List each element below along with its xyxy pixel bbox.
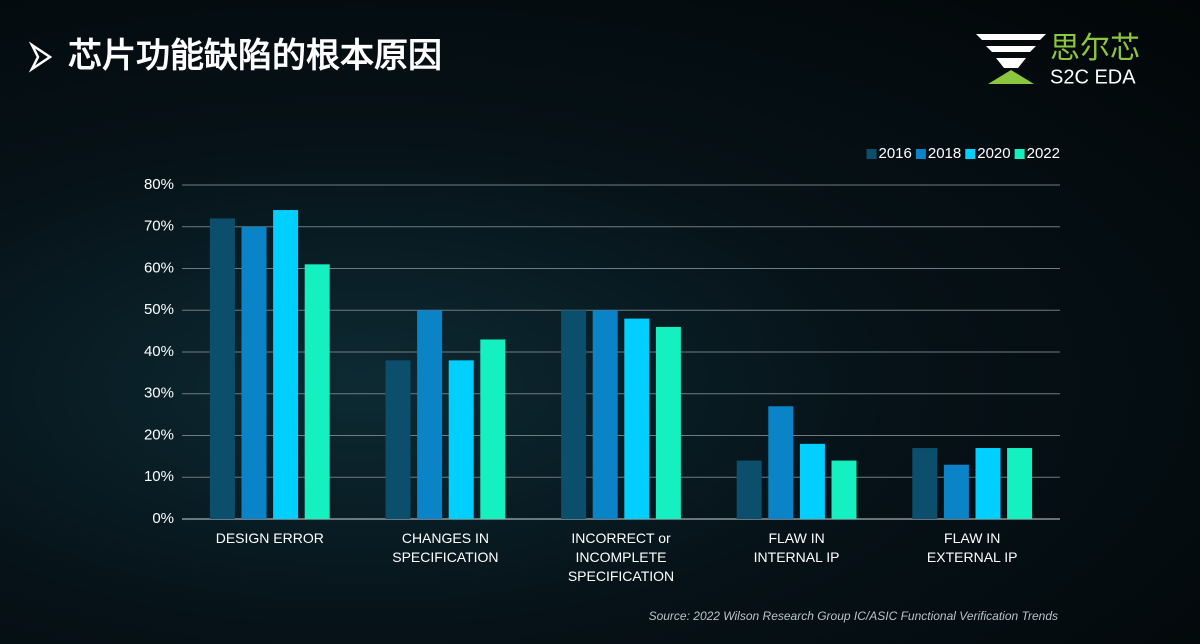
bar (831, 460, 857, 519)
bar (768, 406, 794, 519)
y-tick-label: 40% (144, 343, 174, 360)
x-tick-label: DESIGN ERROR (215, 530, 324, 546)
y-tick-label: 0% (152, 510, 174, 527)
bar (385, 360, 411, 519)
bar (480, 339, 506, 519)
legend-swatch (965, 149, 976, 159)
bar (736, 460, 762, 519)
legend-swatch (915, 149, 926, 159)
y-tick-label: 80% (144, 176, 174, 193)
y-tick-label: 30% (144, 385, 174, 402)
bar (304, 264, 330, 519)
logo-bar (996, 58, 1026, 68)
x-tick-label: FLAW IN EXTERNAL IP (926, 530, 1018, 565)
bar (975, 448, 1001, 519)
bar (799, 443, 825, 519)
logo-bar (988, 70, 1034, 84)
slide-title: 芯片功能缺陷的根本原因 (68, 37, 442, 75)
bar (448, 360, 474, 519)
bar (209, 218, 235, 519)
legend-label: 2020 (977, 145, 1010, 162)
x-tick-label: CHANGES IN SPECIFICATION (392, 530, 499, 565)
bar (241, 226, 267, 519)
bar (273, 210, 299, 520)
bar (912, 448, 938, 519)
bullet (28, 41, 53, 73)
bar (561, 310, 587, 519)
bar (417, 310, 443, 519)
bar (624, 318, 650, 519)
y-tick-label: 50% (144, 301, 174, 318)
bar (1007, 448, 1033, 519)
logo-bar (976, 34, 1046, 40)
y-tick-label: 60% (144, 259, 174, 276)
legend-swatch (866, 149, 877, 159)
y-tick-label: 10% (144, 468, 174, 485)
legend-label: 2016 (879, 145, 912, 162)
logo-sub: S2C EDA (1050, 66, 1136, 88)
y-tick-label: 20% (144, 426, 174, 443)
logo-bar (986, 46, 1036, 52)
x-tick-label: INCORRECT or INCOMPLETE SPECIFICATION (567, 530, 675, 584)
logo-name: 思尔芯 (1050, 32, 1140, 65)
y-tick-label: 70% (144, 218, 174, 235)
bar (592, 310, 618, 519)
source: Source: 2022 Wilson Research Group IC/AS… (649, 609, 1058, 623)
legend-label: 2018 (928, 145, 961, 162)
bar (943, 464, 969, 519)
legend-swatch (1014, 149, 1025, 159)
legend-label: 2022 (1027, 145, 1060, 162)
logo: 思尔芯 S2C EDA (976, 32, 1140, 88)
x-tick-label: FLAW IN INTERNAL IP (753, 530, 840, 565)
bar (655, 326, 681, 519)
